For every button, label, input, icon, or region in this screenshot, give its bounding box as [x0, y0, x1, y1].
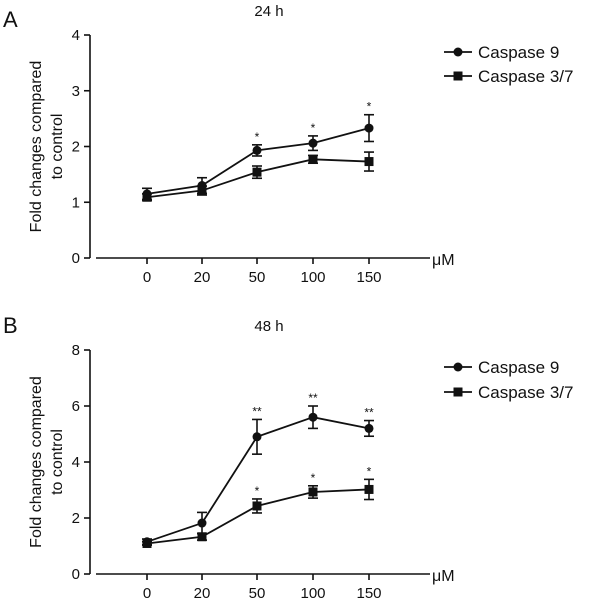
panel-a-ylabel-line-1: Fold changes compared — [28, 61, 45, 233]
panel-a-caspase-9-significance-4: * — [367, 100, 372, 114]
panel-b-ytick-label-4: 8 — [72, 342, 80, 359]
panel-a-xtick-label-4: 150 — [356, 269, 381, 286]
panel-b-xtick-label-2: 50 — [249, 585, 266, 602]
panel-b-xtick-label-0: 0 — [143, 585, 151, 602]
panel-b-caspase-9-significance-4: ** — [364, 406, 374, 420]
panel-a-ytick-label-3: 3 — [72, 83, 80, 100]
panel-a-caspase-3-7-legend-marker — [453, 71, 463, 81]
panel-a-caspase-3-7-point-2 — [252, 167, 262, 177]
panel-b-caspase-9-point-1 — [197, 518, 207, 528]
panel-b-xtick-label-1: 20 — [194, 585, 211, 602]
panel-a-caspase-9-point-2 — [252, 145, 262, 155]
panel-b-ytick-label-1: 2 — [72, 510, 80, 527]
panel-b-caspase-3-7-point-0 — [142, 538, 152, 548]
panel-b-ytick-label-2: 4 — [72, 454, 80, 471]
panel-a-letter: A — [3, 7, 18, 32]
panel-b-ytick-label-0: 0 — [72, 566, 80, 583]
panel-a-caspase-9-legend-label: Caspase 9 — [478, 43, 559, 62]
panel-b-caspase-9-point-2 — [252, 432, 262, 442]
panel-b-xtick-label-4: 150 — [356, 585, 381, 602]
panel-b-x-unit: μM — [432, 568, 455, 585]
panel-a-caspase-9-significance-2: * — [255, 130, 260, 144]
panel-a-xtick-label-1: 20 — [194, 269, 211, 286]
panel-b-caspase-3-7-point-2 — [252, 501, 262, 511]
panel-a-ytick-label-2: 2 — [72, 139, 80, 156]
panel-a-caspase-3-7-legend-label: Caspase 3/7 — [478, 67, 573, 86]
panel-a-caspase-9-point-3 — [308, 138, 318, 148]
panel-b-caspase-9-point-3 — [308, 412, 318, 422]
panel-a-xtick-label-2: 50 — [249, 269, 266, 286]
panel-a-ytick-label-4: 4 — [72, 27, 80, 44]
panel-b-caspase-3-7-significance-2: * — [255, 484, 260, 498]
panel-a-caspase-9-legend-marker — [453, 47, 463, 57]
panel-b-caspase-9-point-4 — [364, 423, 374, 433]
panel-a-title: 24 h — [254, 3, 283, 20]
panel-b-letter: B — [3, 313, 18, 338]
panel-a-caspase-3-7-point-0 — [142, 192, 152, 202]
panel-a-xtick-label-0: 0 — [143, 269, 151, 286]
panel-b-caspase-3-7-point-1 — [197, 532, 207, 542]
panel-b-caspase-3-7-significance-4: * — [367, 464, 372, 478]
panel-a-ytick-label-1: 1 — [72, 194, 80, 211]
panel-b-ylabel-line-2: to control — [49, 429, 66, 495]
panel-a-caspase-3-7-point-3 — [308, 154, 318, 164]
panel-b-caspase-9-significance-2: ** — [252, 404, 262, 418]
panel-b-caspase-3-7-legend-label: Caspase 3/7 — [478, 383, 573, 402]
panel-a-caspase-9-significance-3: * — [311, 121, 316, 135]
panel-b-caspase-3-7-point-3 — [308, 487, 318, 497]
panel-a-ylabel-line-2: to control — [49, 114, 66, 180]
panel-a-x-unit: μM — [432, 252, 455, 269]
panel-b-caspase-3-7-significance-3: * — [311, 471, 316, 485]
panel-a-xtick-label-3: 100 — [300, 269, 325, 286]
panel-a-caspase-9-point-4 — [364, 123, 374, 133]
panel-b-caspase-3-7-point-4 — [364, 484, 374, 494]
panel-b-ylabel-line-1: Fold changes compared — [28, 376, 45, 548]
panel-b-caspase-9-legend-label: Caspase 9 — [478, 358, 559, 377]
panel-b-title: 48 h — [254, 318, 283, 335]
panel-b-caspase-9-legend-marker — [453, 362, 463, 372]
panel-b-caspase-3-7-legend-marker — [453, 387, 463, 397]
panel-a-ytick-label-0: 0 — [72, 250, 80, 267]
panel-a-caspase-3-7-point-1 — [197, 186, 207, 196]
panel-b-ytick-label-3: 6 — [72, 398, 80, 415]
panel-b-xtick-label-3: 100 — [300, 585, 325, 602]
panel-a-caspase-3-7-point-4 — [364, 157, 374, 167]
panel-b-caspase-9-significance-3: ** — [308, 391, 318, 405]
